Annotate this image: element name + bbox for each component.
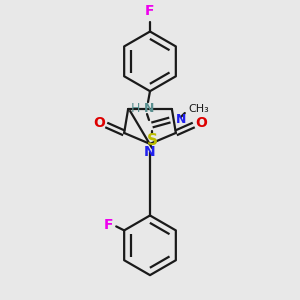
Text: F: F [145,4,155,18]
Text: O: O [93,116,105,130]
Text: O: O [195,116,207,130]
Text: N: N [176,112,186,125]
Text: S: S [146,134,158,148]
Text: F: F [103,218,113,233]
Text: N: N [144,102,154,115]
Text: CH₃: CH₃ [189,104,209,114]
Text: H: H [131,102,140,115]
Text: N: N [144,145,156,159]
